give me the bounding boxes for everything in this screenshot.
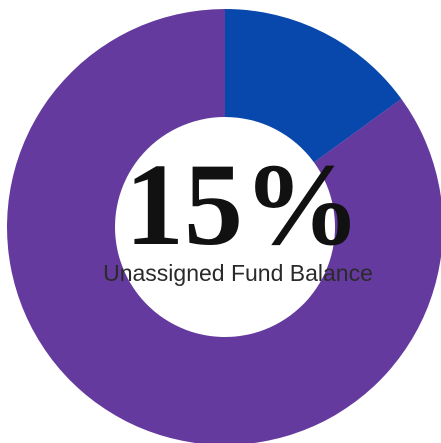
center-value: 15% — [125, 139, 361, 270]
donut-segment — [7, 9, 441, 443]
donut-segment — [225, 9, 402, 163]
center-caption: Unassigned Fund Balance — [103, 260, 373, 286]
segments — [7, 9, 441, 443]
